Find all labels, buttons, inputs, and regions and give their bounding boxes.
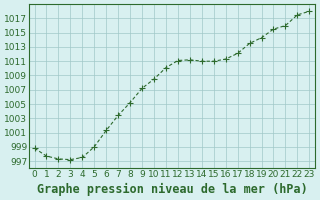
X-axis label: Graphe pression niveau de la mer (hPa): Graphe pression niveau de la mer (hPa): [36, 183, 307, 196]
